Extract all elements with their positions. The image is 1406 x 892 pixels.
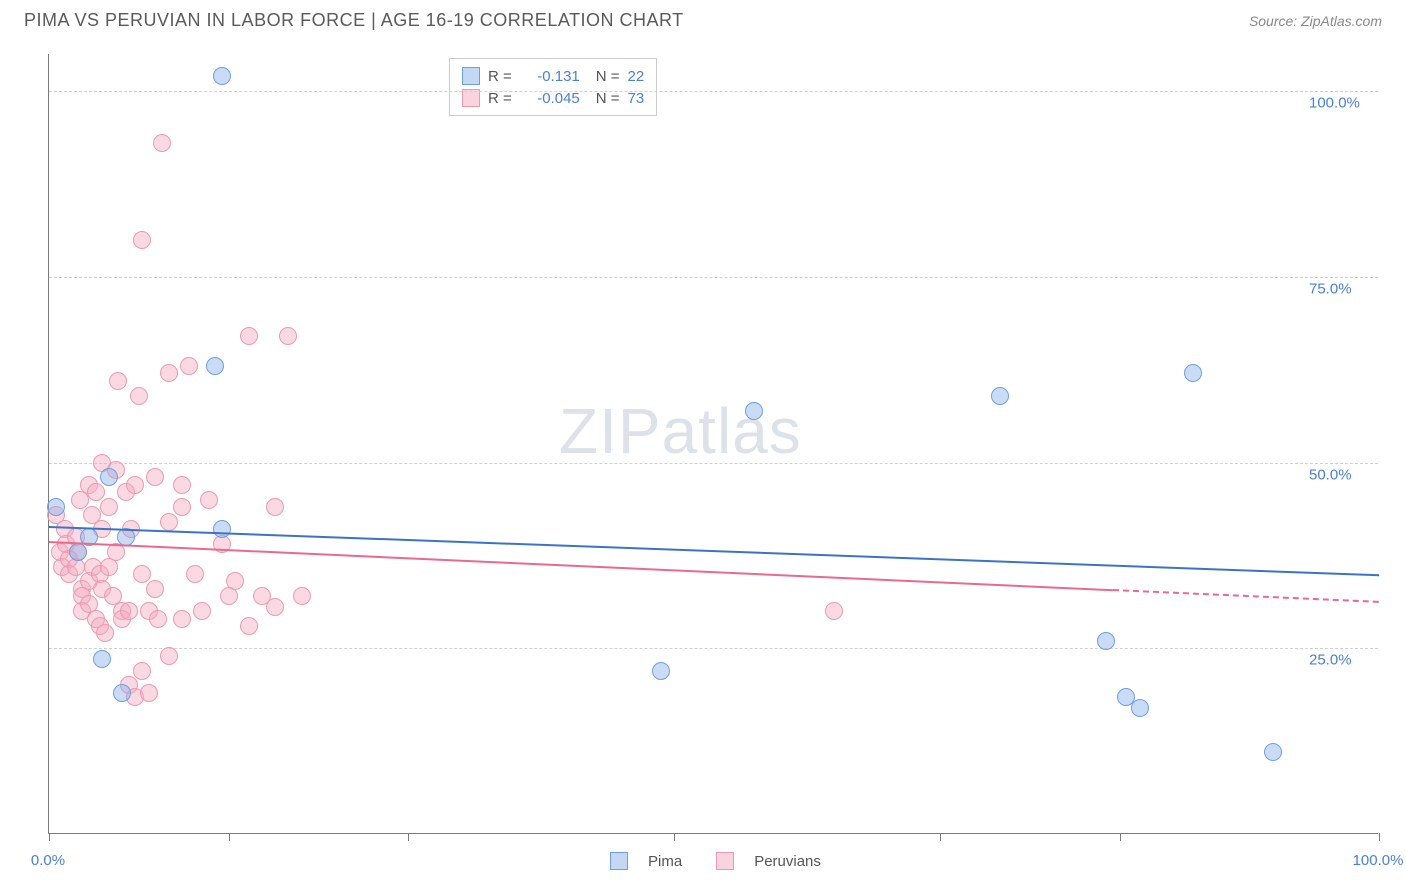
scatter-point-pima <box>652 662 670 680</box>
series-legend: Pima Peruvians <box>610 852 835 870</box>
scatter-point-peruvians <box>140 684 158 702</box>
scatter-point-pima <box>100 468 118 486</box>
scatter-point-peruvians <box>825 602 843 620</box>
stats-legend-row: R = -0.131 N = 22 <box>462 65 644 87</box>
scatter-point-peruvians <box>293 587 311 605</box>
x-tick-label: 100.0% <box>1353 852 1404 869</box>
gridline-h <box>49 648 1378 649</box>
gridline-h <box>49 277 1378 278</box>
scatter-point-pima <box>1184 364 1202 382</box>
scatter-point-peruvians <box>96 624 114 642</box>
plot-area: In Labor Force | Age 16-19 ZIPatlas R = … <box>48 54 1378 834</box>
scatter-point-peruvians <box>160 513 178 531</box>
x-tick <box>674 833 675 841</box>
gridline-h <box>49 91 1378 92</box>
scatter-point-pima <box>206 357 224 375</box>
legend-label: Pima <box>648 853 682 870</box>
scatter-point-peruvians <box>109 372 127 390</box>
scatter-point-peruvians <box>180 357 198 375</box>
scatter-point-pima <box>213 67 231 85</box>
scatter-point-peruvians <box>149 610 167 628</box>
scatter-point-pima <box>745 402 763 420</box>
x-tick <box>49 833 50 841</box>
watermark: ZIPatlas <box>559 394 802 468</box>
scatter-point-peruvians <box>160 647 178 665</box>
y-tick-label: 75.0% <box>1309 280 1352 297</box>
scatter-point-peruvians <box>240 617 258 635</box>
scatter-point-peruvians <box>133 565 151 583</box>
scatter-point-pima <box>1264 743 1282 761</box>
legend-swatch <box>610 852 628 870</box>
scatter-point-peruvians <box>186 565 204 583</box>
scatter-point-peruvians <box>226 572 244 590</box>
scatter-point-peruvians <box>133 662 151 680</box>
scatter-point-peruvians <box>100 498 118 516</box>
scatter-point-peruvians <box>279 327 297 345</box>
x-tick <box>229 833 230 841</box>
source-attribution: Source: ZipAtlas.com <box>1249 13 1382 29</box>
legend-swatch <box>716 852 734 870</box>
x-tick <box>408 833 409 841</box>
scatter-point-peruvians <box>173 498 191 516</box>
scatter-point-peruvians <box>173 476 191 494</box>
trendline-extrapolated <box>1113 589 1379 603</box>
scatter-point-peruvians <box>160 364 178 382</box>
x-tick <box>1379 833 1380 841</box>
scatter-point-peruvians <box>87 483 105 501</box>
scatter-point-peruvians <box>120 602 138 620</box>
scatter-point-peruvians <box>266 598 284 616</box>
scatter-point-peruvians <box>240 327 258 345</box>
gridline-h <box>49 463 1378 464</box>
scatter-point-peruvians <box>146 468 164 486</box>
scatter-point-pima <box>113 684 131 702</box>
scatter-point-peruvians <box>126 476 144 494</box>
y-tick-label: 50.0% <box>1309 466 1352 483</box>
scatter-point-peruvians <box>130 387 148 405</box>
legend-label: Peruvians <box>754 853 821 870</box>
legend-swatch <box>462 67 480 85</box>
scatter-point-peruvians <box>153 134 171 152</box>
chart-title: PIMA VS PERUVIAN IN LABOR FORCE | AGE 16… <box>24 10 684 31</box>
scatter-point-pima <box>991 387 1009 405</box>
scatter-point-peruvians <box>173 610 191 628</box>
scatter-point-peruvians <box>146 580 164 598</box>
scatter-point-peruvians <box>133 231 151 249</box>
scatter-point-pima <box>213 520 231 538</box>
scatter-point-peruvians <box>193 602 211 620</box>
x-tick <box>940 833 941 841</box>
x-tick-label: 0.0% <box>31 852 65 869</box>
scatter-point-pima <box>47 498 65 516</box>
y-tick-label: 100.0% <box>1309 95 1360 112</box>
scatter-point-peruvians <box>200 491 218 509</box>
scatter-point-pima <box>1131 699 1149 717</box>
x-tick <box>1120 833 1121 841</box>
scatter-point-pima <box>1097 632 1115 650</box>
stats-legend: R = -0.131 N = 22R = -0.045 N = 73 <box>449 58 657 116</box>
scatter-point-peruvians <box>266 498 284 516</box>
trendline <box>49 541 1113 591</box>
y-tick-label: 25.0% <box>1309 652 1352 669</box>
scatter-point-pima <box>69 543 87 561</box>
scatter-point-pima <box>93 650 111 668</box>
